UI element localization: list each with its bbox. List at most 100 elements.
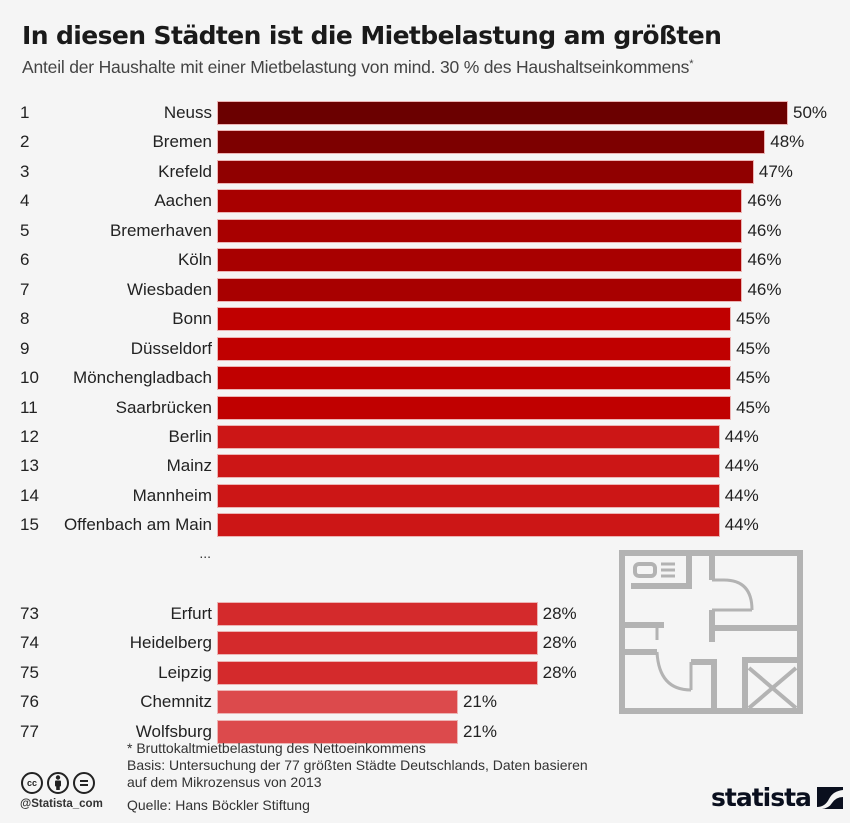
rank-label: 75 bbox=[20, 662, 39, 682]
city-label: Düsseldorf bbox=[130, 338, 212, 358]
basis-note-cont: auf dem Mikrozensus von 2013 bbox=[127, 774, 322, 790]
bar bbox=[218, 160, 753, 183]
bar bbox=[218, 249, 742, 272]
floor-plan-icon bbox=[619, 550, 803, 714]
rank-label: 3 bbox=[20, 161, 30, 181]
value-label: 45% bbox=[736, 397, 771, 417]
city-label: Aachen bbox=[154, 191, 212, 211]
rank-label: 12 bbox=[20, 426, 39, 446]
bar bbox=[218, 691, 457, 714]
value-label: 47% bbox=[758, 161, 793, 181]
statista-logo[interactable]: statista bbox=[711, 783, 843, 812]
bar bbox=[218, 219, 742, 242]
rank-label: 13 bbox=[20, 456, 39, 476]
city-label: Offenbach am Main bbox=[63, 515, 212, 535]
bar bbox=[218, 632, 537, 655]
source-note: Quelle: Hans Böckler Stiftung bbox=[127, 797, 310, 813]
bar bbox=[218, 425, 719, 448]
bar bbox=[218, 367, 731, 390]
rank-label: 11 bbox=[20, 397, 38, 417]
city-label: Erfurt bbox=[170, 603, 212, 623]
gap-ellipsis: ... bbox=[199, 545, 211, 561]
city-label: Heidelberg bbox=[129, 633, 212, 653]
value-label: 44% bbox=[724, 426, 759, 446]
value-label: 45% bbox=[736, 309, 771, 329]
rank-label: 14 bbox=[20, 485, 39, 505]
rank-label: 77 bbox=[20, 721, 39, 741]
footnote-marker: * bbox=[689, 58, 694, 70]
value-label: 48% bbox=[770, 132, 805, 152]
rank-label: 2 bbox=[20, 132, 30, 152]
bar bbox=[218, 102, 787, 124]
rank-label: 5 bbox=[20, 220, 30, 240]
city-label: Mainz bbox=[166, 456, 212, 476]
city-label: Neuss bbox=[163, 103, 212, 122]
footer-notes: * Bruttokaltmietbelastung des Nettoeinko… bbox=[127, 740, 588, 814]
basis-note: Basis: Untersuchung der 77 größten Städt… bbox=[127, 757, 588, 773]
bar-chart: 1 Neuss 50% 2 Bremen 48% 3 Krefeld 47% 4 Aachen 46%… bbox=[20, 102, 828, 743]
license-icons: cc bbox=[21, 772, 95, 794]
rank-label: 76 bbox=[20, 692, 39, 712]
rank-label: 10 bbox=[20, 368, 39, 388]
city-label: Mönchengladbach bbox=[73, 368, 212, 388]
rank-label: 15 bbox=[20, 515, 39, 535]
bar bbox=[218, 337, 731, 360]
value-label: 28% bbox=[542, 603, 577, 623]
subtitle-text: Anteil der Haushalte mit einer Mietbelas… bbox=[22, 57, 690, 77]
city-label: Bremen bbox=[152, 132, 212, 152]
value-label: 44% bbox=[724, 515, 759, 535]
bar bbox=[218, 514, 719, 537]
value-label: 46% bbox=[747, 220, 782, 240]
no-derivatives-icon[interactable] bbox=[73, 772, 95, 794]
value-label: 50% bbox=[793, 103, 828, 122]
city-label: Berlin bbox=[168, 426, 212, 446]
city-label: Krefeld bbox=[158, 161, 212, 181]
bar bbox=[218, 308, 731, 331]
city-label: Saarbrücken bbox=[115, 397, 212, 417]
city-label: Wolfsburg bbox=[135, 721, 212, 741]
value-label: 46% bbox=[747, 250, 782, 270]
attribution-icon[interactable] bbox=[47, 772, 69, 794]
value-label: 28% bbox=[542, 662, 577, 682]
city-label: Chemnitz bbox=[140, 692, 212, 712]
footnote: * Bruttokaltmietbelastung des Nettoeinko… bbox=[127, 740, 426, 756]
value-label: 21% bbox=[462, 721, 497, 741]
value-label: 46% bbox=[747, 191, 782, 211]
rank-label: 8 bbox=[20, 309, 30, 329]
bar bbox=[218, 720, 457, 743]
value-label: 44% bbox=[724, 456, 759, 476]
bar bbox=[218, 396, 731, 419]
value-label: 44% bbox=[724, 485, 759, 505]
rank-label: 7 bbox=[20, 279, 30, 299]
rank-label: 74 bbox=[20, 633, 39, 653]
city-label: Mannheim bbox=[132, 485, 212, 505]
bar bbox=[218, 484, 719, 507]
rank-label: 6 bbox=[20, 250, 30, 270]
rank-label: 4 bbox=[20, 191, 30, 211]
value-label: 28% bbox=[542, 633, 577, 653]
chart-title: In diesen Städten ist die Mietbelastung … bbox=[22, 21, 722, 50]
city-label: Köln bbox=[177, 250, 212, 270]
bar bbox=[218, 278, 742, 301]
city-label: Leipzig bbox=[158, 662, 212, 682]
chart-subtitle: Anteil der Haushalte mit einer Mietbelas… bbox=[22, 57, 694, 78]
bar bbox=[218, 602, 537, 625]
value-label: 21% bbox=[462, 692, 497, 712]
bar bbox=[218, 131, 765, 154]
value-label: 46% bbox=[747, 279, 782, 299]
value-label: 45% bbox=[736, 368, 771, 388]
rank-label: 73 bbox=[20, 603, 39, 623]
value-label: 45% bbox=[736, 338, 771, 358]
twitter-handle[interactable]: @Statista_com bbox=[20, 798, 103, 810]
city-label: Wiesbaden bbox=[126, 279, 212, 299]
bar bbox=[218, 190, 742, 213]
bar bbox=[218, 661, 537, 684]
rank-label: 1 bbox=[20, 103, 30, 122]
bar bbox=[218, 455, 719, 478]
rank-label: 9 bbox=[20, 338, 30, 358]
city-label: Bremerhaven bbox=[109, 220, 212, 240]
city-label: Bonn bbox=[172, 309, 212, 329]
statista-logo-icon bbox=[816, 786, 843, 809]
cc-icon[interactable]: cc bbox=[21, 772, 43, 794]
logo-text: statista bbox=[711, 783, 812, 812]
